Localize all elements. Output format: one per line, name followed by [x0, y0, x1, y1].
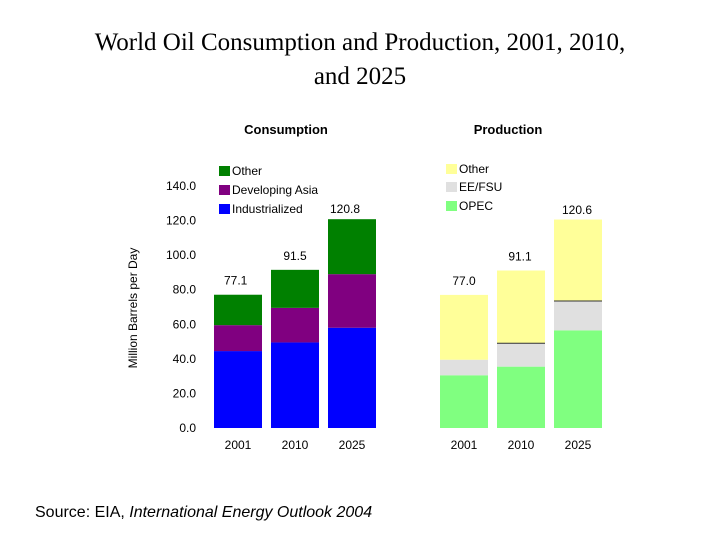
chart-title: World Oil Consumption and Production, 20… [40, 26, 680, 94]
consumption-chart: Consumption 0.0 20.0 40.0 60.0 80.0 100.0 120.0… [126, 122, 376, 452]
source-note: Source: EIA, International Energy Outloo… [35, 504, 372, 522]
source-prefix: Source: EIA, [35, 504, 130, 521]
production-bar-2025-opec [554, 330, 602, 428]
chart-title-line-1: World Oil Consumption and Production, 20… [94, 29, 626, 56]
consumption-legend-swatch-other [219, 166, 230, 176]
production-bar-2010-opec [497, 366, 545, 428]
production-bar-2025-ee-fsu [554, 300, 602, 331]
production-bar-2001-opec [440, 375, 488, 428]
y-tick-label: 40.0 [173, 352, 197, 366]
consumption-bar-2010-developing-asia [271, 307, 319, 343]
production-legend-ee-fsu: EE/FSU [459, 180, 502, 194]
production-bar-2010-other [497, 270, 545, 344]
consumption-legend-developing-asia: Developing Asia [232, 183, 318, 197]
consumption-legend-industrialized: Industrialized [232, 202, 303, 216]
chart-title-line-2: and 2025 [313, 63, 407, 90]
consumption-x-tick-2010: 2010 [282, 438, 309, 452]
production-x-tick-2010: 2010 [508, 438, 535, 452]
production-bar-2001-other [440, 294, 488, 360]
consumption-bar-2010-other [271, 269, 319, 308]
consumption-bar-2025-other [328, 219, 376, 275]
consumption-bar-2025-industrialized [328, 327, 376, 428]
consumption-legend-other: Other [232, 164, 262, 178]
y-tick-label: 140.0 [166, 179, 196, 193]
production-total-2010: 91.1 [508, 250, 532, 264]
y-tick-label: 100.0 [166, 248, 196, 262]
consumption-x-tick-2025: 2025 [339, 438, 366, 452]
production-x-tick-2001: 2001 [451, 438, 478, 452]
y-tick-label: 60.0 [173, 317, 197, 331]
production-bar-2025-other [554, 219, 602, 301]
consumption-bar-2001-other [214, 294, 262, 326]
production-x-tick-2025: 2025 [565, 438, 592, 452]
production-bar-2010-ee-fsu [497, 343, 545, 367]
y-tick-label: 20.0 [173, 386, 197, 400]
production-legend-swatch-opec [446, 201, 457, 211]
y-tick-label: 120.0 [166, 214, 196, 228]
production-title: Production [474, 122, 543, 137]
consumption-x-tick-2001: 2001 [225, 438, 252, 452]
production-legend-swatch-ee-fsu [446, 182, 457, 192]
production-chart: Production 2001 77.0 2010 91.1 2025 120.6 Other… [440, 122, 602, 452]
consumption-legend-swatch-developing-asia [219, 185, 230, 195]
production-legend-other: Other [459, 162, 489, 176]
consumption-bar-2001-industrialized [214, 351, 262, 428]
consumption-legend-swatch-industrialized [219, 204, 230, 214]
source-publication: International Energy Outlook 2004 [129, 504, 373, 521]
consumption-total-2025: 120.8 [330, 202, 360, 216]
consumption-total-2010: 91.5 [283, 249, 307, 263]
consumption-bar-2010-industrialized [271, 342, 319, 428]
consumption-total-2001: 77.1 [224, 274, 248, 288]
production-total-2025: 120.6 [562, 203, 592, 217]
production-legend-opec: OPEC [459, 199, 493, 213]
production-total-2001: 77.0 [452, 274, 476, 288]
production-bar-2001-ee-fsu [440, 359, 488, 376]
y-axis-label: Million Barrels per Day [126, 248, 140, 369]
consumption-bar-2001-developing-asia [214, 325, 262, 352]
oil-charts: Consumption 0.0 20.0 40.0 60.0 80.0 100.0 120.0… [126, 122, 602, 452]
y-tick-label: 80.0 [173, 283, 197, 297]
consumption-title: Consumption [244, 122, 328, 137]
y-tick-label: 0.0 [179, 421, 196, 435]
production-legend-swatch-other [446, 164, 457, 174]
consumption-bar-2025-developing-asia [328, 274, 376, 328]
